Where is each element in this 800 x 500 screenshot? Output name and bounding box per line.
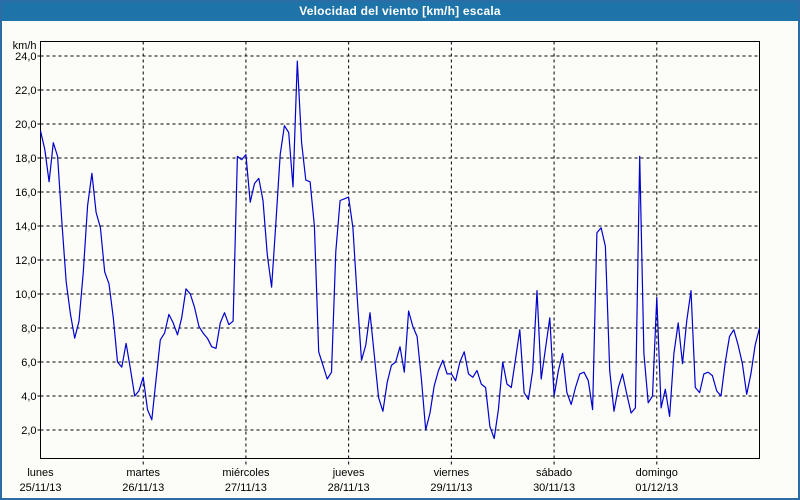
- x-grid-and-labels: lunes 25/11/13 martes 26/11/13 miércoles 27/1…: [19, 41, 678, 494]
- x-day-date-label: 25/11/13: [19, 482, 61, 494]
- y-tick-label: 14,0: [15, 221, 36, 233]
- y-tick-label: 22,0: [15, 85, 36, 97]
- plot-border: [40, 41, 760, 459]
- y-tick-label: 12,0: [15, 255, 36, 267]
- x-day-date-label: 30/11/13: [533, 482, 575, 494]
- y-tick-label: 24,0: [15, 51, 36, 63]
- x-day-date-label: 26/11/13: [122, 482, 164, 494]
- x-day-date-label: 28/11/13: [328, 482, 370, 494]
- y-tick-label: 10,0: [15, 289, 36, 301]
- window-title: Velocidad del viento [km/h] escala: [299, 4, 501, 18]
- y-tick-label: 16,0: [15, 187, 36, 199]
- x-day-date-label: 01/12/13: [635, 482, 678, 494]
- x-day-name-label: sábado: [536, 467, 572, 479]
- x-day-name-label: lunes: [27, 467, 54, 479]
- x-day-name-label: jueves: [332, 467, 365, 479]
- y-axis-unit-label: km/h: [13, 40, 37, 52]
- y-tick-label: 20,0: [15, 119, 36, 131]
- titlebar: [2, 2, 798, 21]
- y-tick-label: 18,0: [15, 153, 36, 165]
- y-tick-label: 6,0: [21, 357, 36, 369]
- x-day-date-label: 27/11/13: [225, 482, 267, 494]
- x-day-name-label: domingo: [636, 467, 678, 479]
- y-grid-and-labels: 24,0 22,0 20,0 18,0 16,0 14,0 12,0 10,0 8,0 6,0 4,…: [15, 51, 760, 437]
- x-day-date-label: 29/11/13: [430, 482, 472, 494]
- wind-speed-line: [39, 60, 761, 440]
- y-tick-label: 4,0: [21, 391, 36, 403]
- y-tick-label: 8,0: [21, 323, 36, 335]
- y-tick-label: 2,0: [21, 425, 36, 437]
- x-day-name-label: miércoles: [222, 467, 270, 479]
- x-day-name-label: viernes: [434, 467, 470, 479]
- x-day-name-label: martes: [126, 467, 160, 479]
